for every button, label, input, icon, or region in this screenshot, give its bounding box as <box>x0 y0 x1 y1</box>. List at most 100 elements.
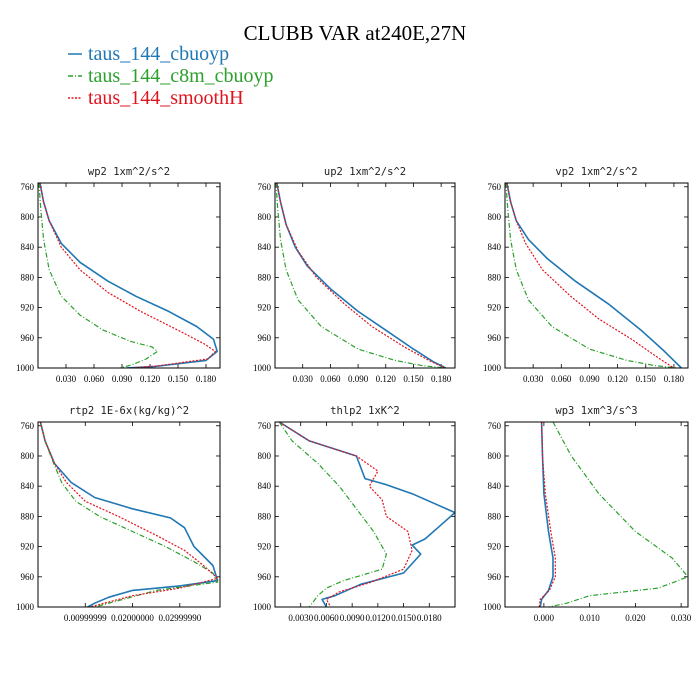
series-line-taus_144_cbuoyp <box>278 422 455 607</box>
x-tick-label: 0.180 <box>431 374 452 384</box>
series-line-taus_144_smoothH <box>506 183 675 368</box>
series-group <box>38 183 218 368</box>
y-tick-label: 1000 <box>16 363 35 373</box>
y-tick-label: 880 <box>21 511 35 521</box>
y-tick-label: 1000 <box>16 602 35 612</box>
x-tick-label: 0.120 <box>376 374 397 384</box>
y-tick-label: 960 <box>21 333 35 343</box>
x-tick-label: 0.02999990 <box>158 613 201 623</box>
plot-frame <box>37 421 221 608</box>
y-tick-label: 920 <box>258 542 272 552</box>
legend-item-smoothH: taus_144_smoothH <box>68 87 244 109</box>
y-tick-label: 920 <box>488 303 502 313</box>
x-tick-label: 0.010 <box>580 613 601 623</box>
figure-title: CLUBB VAR at240E,27N <box>244 21 467 45</box>
series-line-taus_144_c8m_cbuoyp <box>278 422 387 607</box>
plot-frame <box>37 182 221 369</box>
y-tick-label: 840 <box>488 242 502 252</box>
y-tick-label: 960 <box>488 572 502 582</box>
x-tick-label: 0.150 <box>168 374 189 384</box>
y-tick-label: 1000 <box>253 363 272 373</box>
y-tick-label: 920 <box>21 303 35 313</box>
panel-3: vp2 1xm^2/s^2 760 800 840 880 920 960 1000 0.030… <box>483 166 689 384</box>
legend-label-smoothH: taus_144_smoothH <box>88 87 244 109</box>
y-tick-label: 760 <box>258 421 272 431</box>
plot-frame <box>274 182 456 369</box>
x-tick-label: 0.180 <box>664 374 685 384</box>
y-tick-label: 880 <box>488 511 502 521</box>
plot-frame <box>274 421 456 608</box>
y-tick-label: 920 <box>258 303 272 313</box>
y-tick-label: 960 <box>258 572 272 582</box>
legend-item-cbuoyp: taus_144_cbuoyp <box>68 43 229 65</box>
y-tick-label: 800 <box>258 451 272 461</box>
y-tick-label: 920 <box>488 542 502 552</box>
series-line-taus_144_smoothH <box>276 183 447 368</box>
series-group <box>275 183 447 368</box>
y-tick-label: 760 <box>21 182 35 192</box>
x-tick-label: 0.060 <box>320 374 341 384</box>
y-tick-label: 960 <box>488 333 502 343</box>
panel-title: thlp2 1xK^2 <box>330 405 400 417</box>
x-tick-label: 0.120 <box>140 374 161 384</box>
series-line-taus_144_c8m_cbuoyp <box>505 183 679 368</box>
panel-4: rtp2 1E-6x(kg/kg)^2 760 800 840 880 920 960 100… <box>16 405 221 623</box>
series-group <box>39 422 219 607</box>
y-tick-label: 960 <box>258 333 272 343</box>
y-tick-label: 880 <box>258 511 272 521</box>
x-tick-label: 0.0120 <box>365 613 390 623</box>
x-tick-label: 0.030 <box>56 374 77 384</box>
y-tick-label: 760 <box>21 421 35 431</box>
panel-title: vp2 1xm^2/s^2 <box>555 166 637 178</box>
series-line-taus_144_cbuoyp <box>276 183 447 368</box>
y-tick-label: 800 <box>21 451 35 461</box>
y-tick-label: 840 <box>21 481 35 491</box>
y-tick-label: 840 <box>258 481 272 491</box>
y-tick-label: 840 <box>21 242 35 252</box>
y-tick-label: 960 <box>21 572 35 582</box>
panel-title: wp2 1xm^2/s^2 <box>88 166 170 178</box>
y-tick-label: 760 <box>488 182 502 192</box>
x-tick-label: 0.030 <box>523 374 544 384</box>
series-group <box>538 422 688 607</box>
series-line-taus_144_c8m_cbuoyp <box>548 422 688 607</box>
panels: wp2 1xm^2/s^2 760 800 840 880 920 960 1000 0.030… <box>16 166 692 623</box>
x-tick-label: 0.0090 <box>340 613 365 623</box>
x-tick-label: 0.020 <box>625 613 646 623</box>
panel-title: up2 1xm^2/s^2 <box>324 166 406 178</box>
x-tick-label: 0.150 <box>403 374 424 384</box>
series-group <box>278 422 455 607</box>
x-tick-label: 0.030 <box>671 613 692 623</box>
y-tick-label: 1000 <box>253 602 272 612</box>
series-line-taus_144_smoothH <box>278 422 413 607</box>
series-group <box>505 183 682 368</box>
x-tick-label: 0.090 <box>579 374 600 384</box>
y-tick-label: 920 <box>21 542 35 552</box>
x-tick-label: 0.180 <box>196 374 217 384</box>
y-tick-label: 1000 <box>483 363 502 373</box>
x-tick-label: 0.090 <box>112 374 133 384</box>
series-line-taus_144_cbuoyp <box>539 422 554 607</box>
x-tick-label: 0.02000000 <box>111 613 154 623</box>
y-tick-label: 800 <box>488 212 502 222</box>
panel-1: wp2 1xm^2/s^2 760 800 840 880 920 960 1000 0.030… <box>16 166 221 384</box>
x-tick-label: 0.0150 <box>391 613 416 623</box>
x-tick-label: 0.0180 <box>417 613 442 623</box>
legend: taus_144_cbuoyp taus_144_c8m_cbuoyp taus… <box>68 43 274 109</box>
x-tick-label: 0.090 <box>348 374 369 384</box>
y-tick-label: 880 <box>258 272 272 282</box>
legend-item-c8m-cbuoyp: taus_144_c8m_cbuoyp <box>68 65 274 87</box>
x-tick-label: 0.060 <box>551 374 572 384</box>
series-line-taus_144_cbuoyp <box>39 183 218 368</box>
plot-frame <box>504 182 689 369</box>
plot-frame <box>504 421 689 608</box>
x-tick-label: 0.150 <box>636 374 657 384</box>
y-tick-label: 800 <box>258 212 272 222</box>
y-tick-label: 880 <box>21 272 35 282</box>
y-tick-label: 880 <box>488 272 502 282</box>
x-tick-label: 0.000 <box>534 613 555 623</box>
series-line-taus_144_smoothH <box>538 422 556 607</box>
series-line-taus_144_c8m_cbuoyp <box>275 183 446 368</box>
